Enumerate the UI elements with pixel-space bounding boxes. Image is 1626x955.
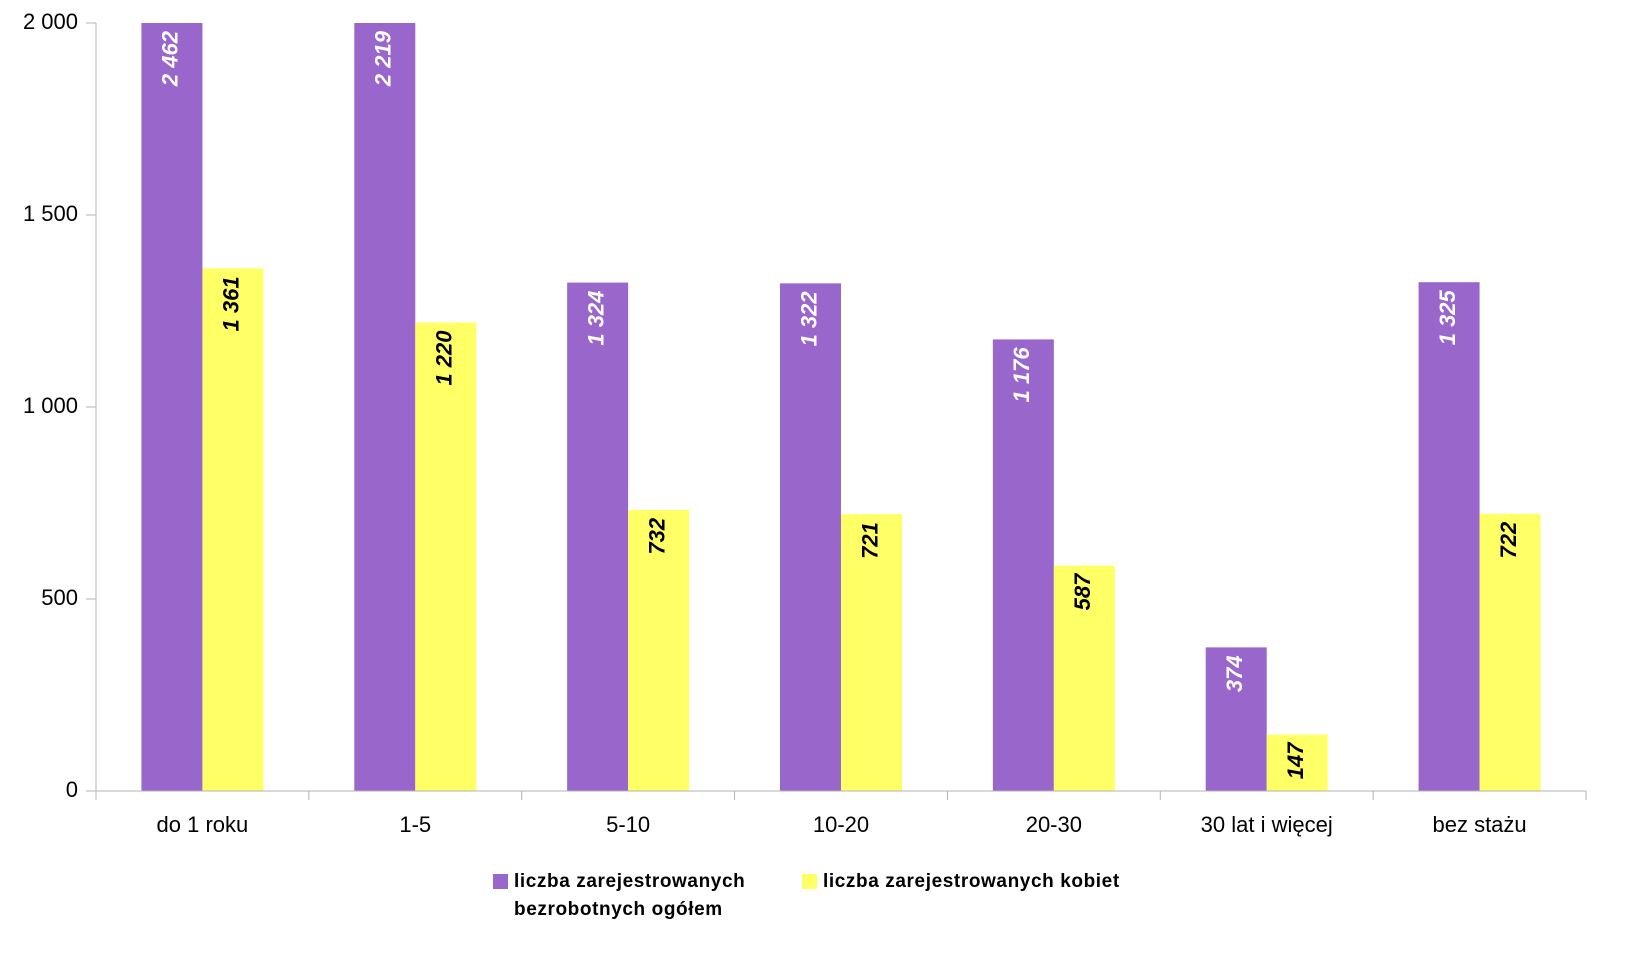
bar bbox=[1418, 282, 1480, 791]
data-label: 374 bbox=[1222, 655, 1247, 692]
legend-label: liczba zarejestrowanych bezrobotnych ogó… bbox=[514, 871, 746, 920]
bar bbox=[567, 282, 629, 791]
data-label: 1 322 bbox=[796, 291, 821, 347]
bar bbox=[628, 509, 690, 791]
legend-entry: liczba zarejestrowanych kobiet bbox=[802, 868, 1120, 924]
data-label: 1 176 bbox=[1009, 347, 1034, 403]
x-tick-label: 5-10 bbox=[606, 812, 650, 837]
bar bbox=[354, 23, 416, 791]
x-tick-label: 1-5 bbox=[399, 812, 431, 837]
bar bbox=[1266, 734, 1328, 791]
y-tick-label: 2 000 bbox=[23, 9, 78, 34]
x-tick-label: 20-30 bbox=[1026, 812, 1082, 837]
y-tick-label: 1 000 bbox=[23, 393, 78, 418]
bar bbox=[1479, 513, 1541, 791]
data-label: 732 bbox=[644, 517, 669, 554]
legend-swatch bbox=[802, 874, 817, 889]
data-label: 1 220 bbox=[432, 330, 457, 386]
legend-entry: liczba zarejestrowanych bezrobotnych ogó… bbox=[493, 868, 784, 924]
bar bbox=[202, 268, 264, 791]
y-tick-label: 1 500 bbox=[23, 201, 78, 226]
data-label: 147 bbox=[1283, 741, 1308, 779]
data-label: 1 325 bbox=[1435, 289, 1460, 345]
bar bbox=[1205, 647, 1267, 791]
data-label: 721 bbox=[857, 522, 882, 559]
legend: liczba zarejestrowanych bezrobotnych ogó… bbox=[493, 868, 1120, 924]
x-tick-label: 30 lat i więcej bbox=[1201, 812, 1333, 837]
data-label: 1 361 bbox=[219, 276, 244, 331]
bar bbox=[141, 23, 203, 791]
x-tick-label: bez stażu bbox=[1432, 812, 1526, 837]
data-label: 2 219 bbox=[371, 30, 396, 87]
bar bbox=[780, 283, 841, 791]
data-label: 587 bbox=[1070, 572, 1095, 610]
chart: 0 500 1 000 1 500 2 000 do 1 roku 2 462 1 361 1-… bbox=[23, 9, 1587, 837]
bar bbox=[841, 514, 902, 791]
legend-label: liczba zarejestrowanych kobiet bbox=[823, 871, 1120, 892]
bar bbox=[415, 322, 477, 791]
x-tick-label: do 1 roku bbox=[157, 812, 249, 837]
y-tick-label: 500 bbox=[41, 585, 78, 610]
bar bbox=[1053, 565, 1115, 791]
data-label: 722 bbox=[1496, 521, 1521, 558]
legend-swatch bbox=[493, 874, 508, 889]
data-label: 1 324 bbox=[583, 291, 608, 346]
plot-area bbox=[141, 23, 1541, 791]
y-tick-label: 0 bbox=[66, 777, 78, 802]
bar bbox=[992, 339, 1054, 791]
x-tick-label: 10-20 bbox=[813, 812, 869, 837]
data-label: 2 462 bbox=[158, 30, 183, 87]
